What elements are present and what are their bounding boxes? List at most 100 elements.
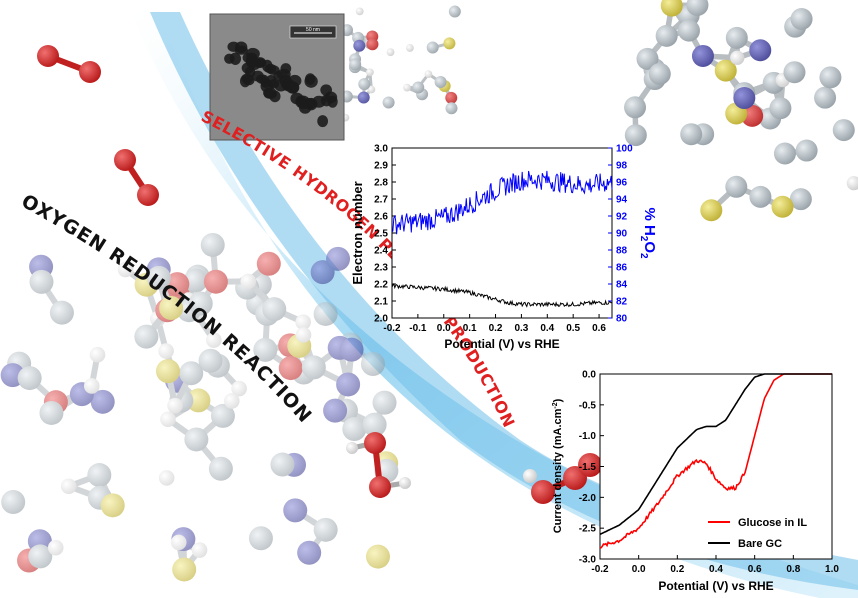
atom [624,124,647,147]
chart2-y-axis-label: Current density (mA.cm-2) [552,398,564,533]
nanoparticle [276,68,291,80]
atom [783,61,806,84]
atom [159,296,184,320]
atom [636,47,659,70]
atom [198,348,223,373]
y2-tick-label: 100 [616,144,633,155]
atom [355,7,364,16]
atom [426,41,439,54]
atom [172,557,197,582]
y2-tick-label: 94 [616,195,628,206]
y-tick-label: 3.0 [374,144,388,155]
atom [155,359,180,384]
atom [339,337,364,362]
x-tick-label: 0.0 [437,323,451,334]
atom [365,544,390,569]
atom [445,91,458,104]
atom [313,301,338,326]
series-bare-gc [599,373,832,536]
y-tick-label: 2.5 [374,229,388,240]
atom [443,37,456,50]
atom [49,300,74,325]
atom [240,273,257,290]
atom [357,91,370,104]
y-tick-label: 0.0 [582,370,596,381]
nanoparticle [263,89,277,100]
atom [406,44,414,52]
atom [846,176,858,191]
y-tick-label: 2.8 [374,178,388,189]
atom [301,355,326,380]
y-tick-label: -2.5 [579,524,597,535]
atom [366,68,374,77]
x-tick-label: -0.1 [409,323,427,334]
x-tick-label: 0.2 [489,323,503,334]
atom [725,175,748,198]
nanoparticle [282,81,294,92]
atom [89,346,106,363]
x-tick-label: 0.5 [566,323,580,334]
atom [769,97,792,120]
atom [186,388,211,413]
x-tick-label: 0.6 [748,564,762,575]
atom [424,70,433,79]
y-tick-label: 2.6 [374,212,388,223]
x-tick-label: 0.4 [540,323,554,334]
atom [362,412,387,437]
atom [349,58,362,71]
nanoparticle [242,75,255,86]
atom [686,0,709,17]
atom [412,81,425,94]
atom [179,361,204,386]
atom [200,232,225,257]
y2-tick-label: 96 [616,178,628,189]
atom [648,62,671,85]
atom [700,199,723,222]
atom [819,66,842,89]
atom [714,59,737,82]
atom [170,534,187,551]
atom [183,268,208,293]
y2-tick-label: 84 [616,280,628,291]
x-tick-label: -0.2 [383,323,401,334]
y-tick-label: -0.5 [579,400,597,411]
atom [29,269,54,294]
x-tick-label: 1.0 [825,564,839,575]
legend-label-glucose: Glucose in IL [738,517,807,529]
atom [17,366,42,391]
chart2-x-axis-label: Potential (V) vs RHE [658,579,773,593]
atom [158,470,175,486]
x-tick-label: 0.1 [463,323,477,334]
x-tick-label: 0.0 [632,564,646,575]
chart-electron-number: -0.2 -0.1 0.0 0.1 0.2 0.3 0.4 0.5 0.6 2.0 2.1 2.2 2.… [350,144,658,352]
atom [445,102,458,115]
atom [790,8,813,31]
atom [160,411,176,428]
nanoparticle-cluster [224,41,338,128]
atom [206,332,222,348]
atom [100,493,125,518]
atom [773,142,796,165]
atom [326,246,351,271]
atom [253,337,278,362]
nanoparticle [262,59,273,73]
atom [434,75,447,88]
tem-scale-box [289,25,337,39]
atom [262,297,287,322]
y2-tick-label: 92 [616,212,628,223]
atom [655,24,678,47]
nanoparticle [297,98,309,110]
atom [691,44,714,67]
legend-label-baregc: Bare GC [738,538,782,550]
molecule-small-top [340,5,461,122]
atom [342,417,367,442]
series-electron-number [391,282,613,308]
hydrogen-peroxide-molecule [346,432,411,498]
atom [295,314,311,330]
atom [814,86,837,109]
atom [146,265,171,290]
atom [382,96,395,109]
y-tick-label: 2.2 [374,280,388,291]
atom [256,251,281,276]
atom [158,343,174,359]
